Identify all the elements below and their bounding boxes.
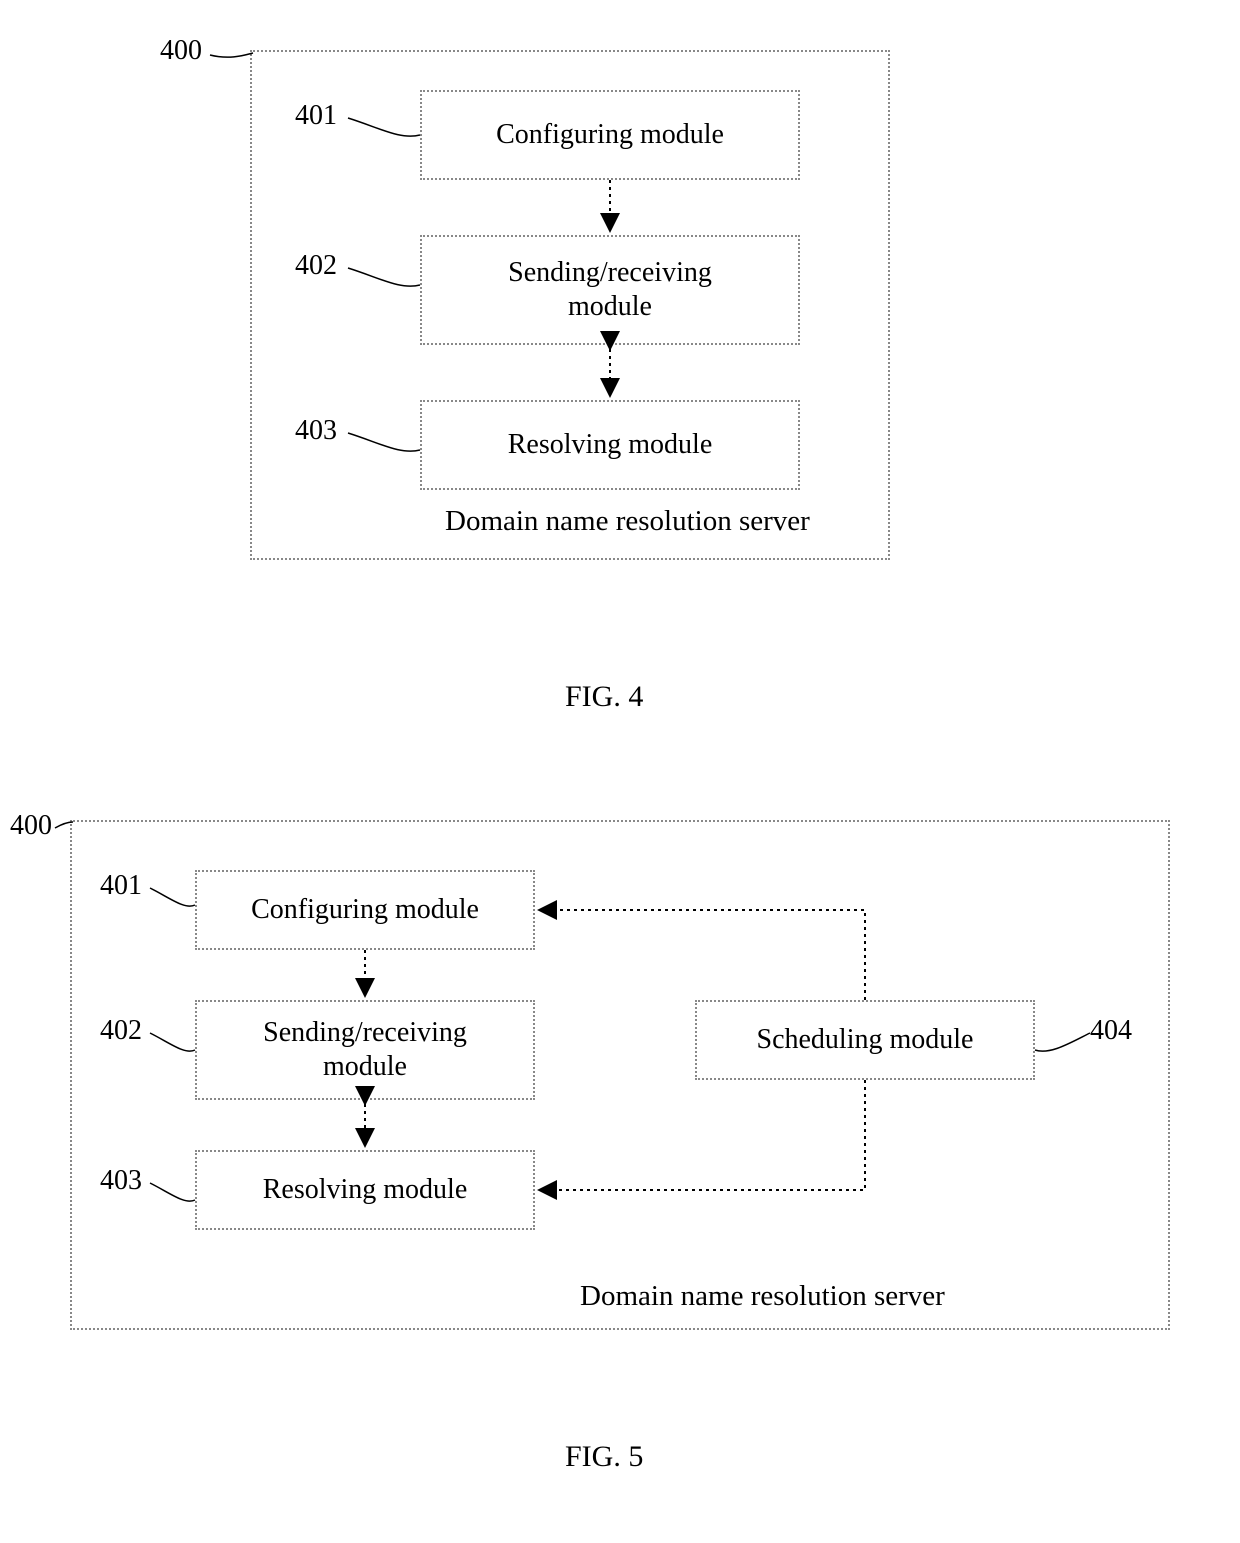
fig5-connectors (0, 0, 1240, 1543)
fig5-caption: FIG. 5 (565, 1440, 643, 1474)
page: Configuring module Sending/receiving mod… (0, 0, 1240, 1543)
